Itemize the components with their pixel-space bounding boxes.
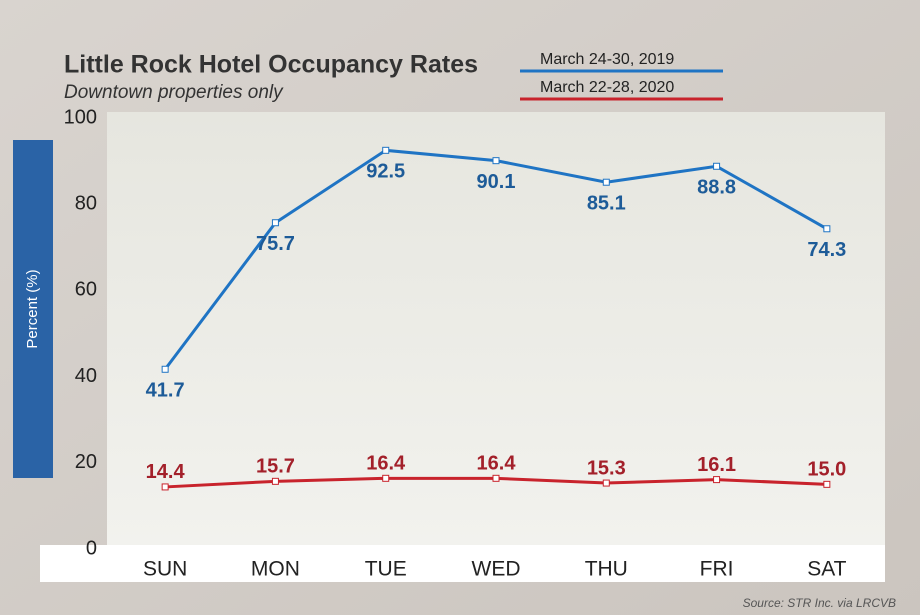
y-tick-label: 100 (64, 106, 97, 128)
point (161, 365, 169, 373)
y-tick-label: 0 (86, 537, 97, 559)
value-label: 90.1 (477, 171, 516, 193)
source: Source: STR Inc. via LRCVB (743, 596, 896, 610)
y-tick-label: 60 (75, 279, 97, 301)
value-label: 85.1 (587, 193, 626, 215)
value-label: 16.4 (477, 453, 517, 475)
value-label: 15.3 (587, 457, 626, 479)
value-label: 41.7 (146, 380, 185, 402)
point (713, 476, 721, 484)
y-tick-label: 80 (75, 192, 97, 214)
point (823, 480, 831, 488)
x-tick-label: THU (585, 558, 628, 581)
value-label: 16.4 (366, 453, 406, 475)
point (271, 219, 279, 227)
value-label: 88.8 (697, 177, 736, 199)
point (602, 178, 610, 186)
point (492, 157, 500, 165)
value-label: 15.0 (807, 459, 846, 481)
point (161, 483, 169, 491)
value-label: 92.5 (366, 161, 405, 183)
x-tick-label: SAT (807, 558, 846, 581)
y-tick-label: 20 (75, 451, 97, 473)
legend-label: March 22-28, 2020 (540, 79, 674, 96)
point (713, 162, 721, 170)
point (492, 474, 500, 482)
x-tick-label: FRI (700, 558, 734, 581)
point (382, 146, 390, 154)
x-tick-label: MON (251, 558, 300, 581)
axis-band (40, 545, 885, 582)
legend-label: March 24-30, 2019 (540, 51, 674, 68)
x-tick-label: TUE (365, 558, 407, 581)
y-tick-label: 40 (75, 365, 97, 387)
value-label: 75.7 (256, 233, 295, 255)
y-label-panel (13, 140, 53, 478)
chart-title: Little Rock Hotel Occupancy Rates (64, 51, 478, 79)
point (382, 474, 390, 482)
point (602, 479, 610, 487)
x-tick-label: WED (472, 558, 521, 581)
chart-subtitle: Downtown properties only (64, 82, 284, 103)
value-label: 14.4 (146, 461, 186, 483)
value-label: 74.3 (807, 239, 846, 261)
value-label: 15.7 (256, 456, 295, 478)
y-axis-label: Percent (%) (24, 269, 41, 348)
value-label: 16.1 (697, 454, 736, 476)
point (271, 477, 279, 485)
point (823, 225, 831, 233)
x-tick-label: SUN (143, 558, 187, 581)
plot-area (107, 112, 885, 582)
